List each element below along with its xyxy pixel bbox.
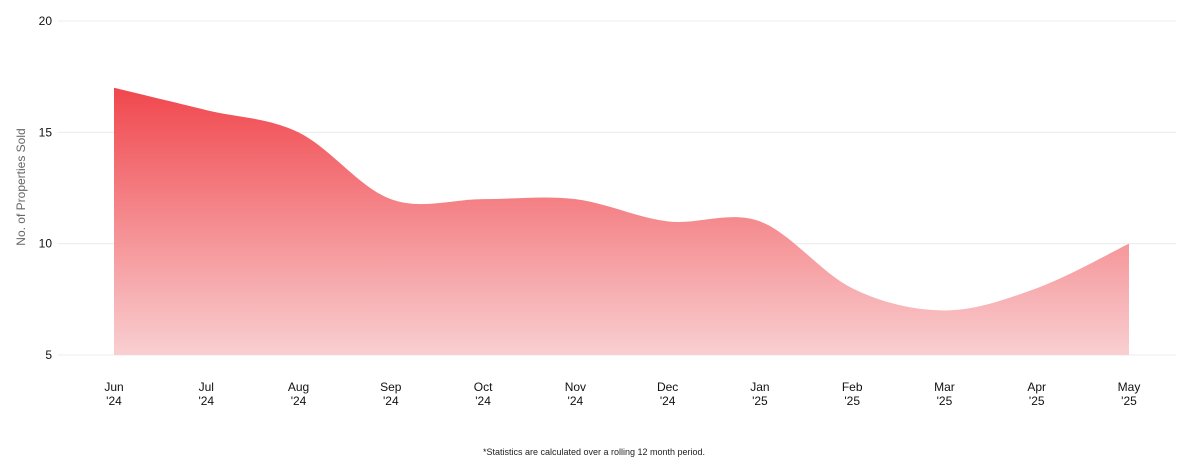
x-tick-label: May '25 [1118,380,1141,408]
x-tick-label: Feb '25 [842,380,863,408]
x-tick-label: Aug '24 [288,380,309,408]
x-tick-label: Dec '24 [657,380,678,408]
area-series [114,87,1129,356]
y-tick-label: 20 [39,14,53,28]
x-tick-label: Oct '24 [474,380,493,408]
y-tick-label: 5 [45,348,52,362]
x-tick-label: Nov '24 [565,380,586,408]
y-tick-label: 10 [39,237,53,251]
x-tick-label: Sep '24 [380,380,402,408]
x-tick-label: Jun '24 [104,380,123,408]
x-tick-label: Jan '25 [750,380,769,408]
x-tick-label: Apr '25 [1027,380,1046,408]
footnote: *Statistics are calculated over a rollin… [483,447,705,457]
y-axis-title: No. of Properties Sold [14,128,28,245]
y-axis-ticks: 5 10 15 20 [39,14,53,362]
y-tick-label: 15 [39,125,53,139]
x-tick-label: Mar '25 [934,380,955,408]
x-tick-label: Jul '24 [198,380,214,408]
x-axis-ticks: Jun '24 Jul '24 Aug '24 Sep '24 Oct '24 Nov '24 Dec '… [104,380,1140,408]
